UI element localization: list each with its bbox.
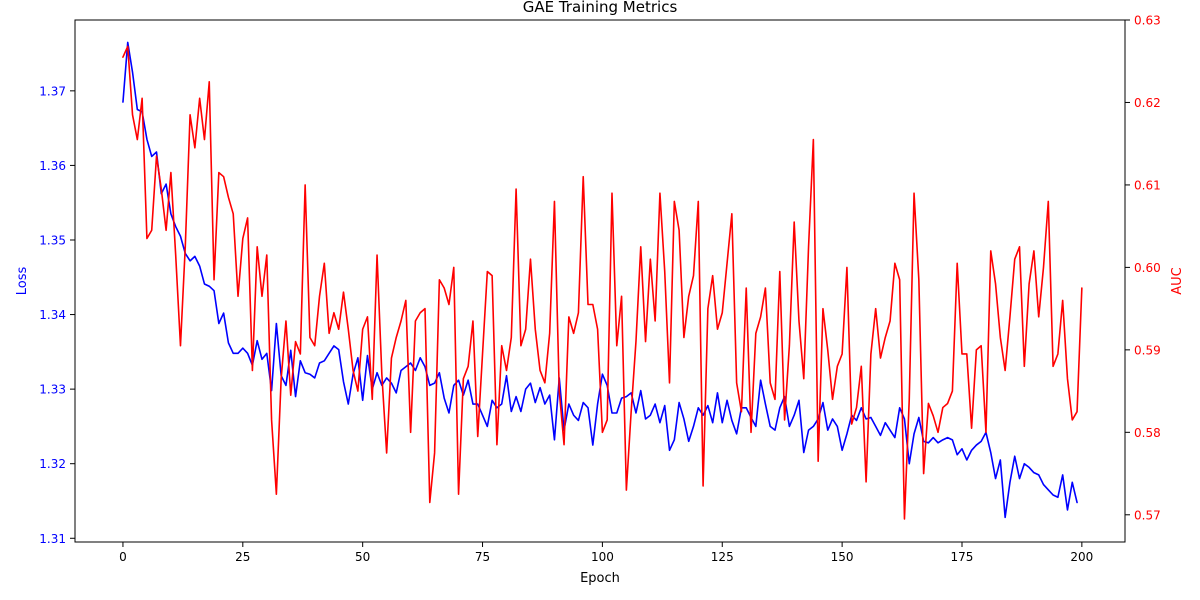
y-left-tick-label: 1.35 — [39, 233, 66, 247]
auc-series-line — [122, 45, 1083, 520]
x-tick-label: 200 — [1070, 550, 1093, 564]
x-tick-label: 125 — [711, 550, 734, 564]
y-right-tick-label: 0.59 — [1134, 343, 1161, 357]
x-tick-label: 100 — [591, 550, 614, 564]
chart-title: GAE Training Metrics — [523, 0, 678, 16]
y-right-tick-label: 0.57 — [1134, 508, 1161, 522]
y-axis-right-label: AUC — [1170, 267, 1185, 295]
x-tick-label: 75 — [475, 550, 490, 564]
y-right-tick-label: 0.58 — [1134, 426, 1161, 440]
plot-area — [74, 19, 1126, 543]
y-left-tick-label: 1.33 — [39, 383, 66, 397]
y-left-tick-label: 1.36 — [39, 159, 66, 173]
y-axis-left-label: Loss — [15, 267, 30, 296]
y-right-tick-label: 0.61 — [1134, 178, 1161, 192]
y-left-tick-label: 1.31 — [39, 532, 66, 546]
y-left-tick-label: 1.32 — [39, 457, 66, 471]
x-tick-label: 150 — [831, 550, 854, 564]
y-right-tick-label: 0.60 — [1134, 261, 1161, 275]
y-axis-right: 0.57 0.58 0.59 0.60 0.61 0.62 0.63 — [1125, 14, 1161, 522]
x-axis: 0 25 50 75 100 125 150 175 200 — [119, 542, 1093, 564]
y-left-tick-label: 1.37 — [39, 84, 66, 98]
y-axis-left: 1.31 1.32 1.33 1.34 1.35 1.36 1.37 — [39, 84, 75, 546]
y-left-tick-label: 1.34 — [39, 308, 66, 322]
y-right-tick-label: 0.62 — [1134, 96, 1161, 110]
y-right-tick-label: 0.63 — [1134, 14, 1161, 28]
plot-frame — [74, 19, 1126, 543]
x-tick-label: 50 — [355, 550, 370, 564]
x-tick-label: 25 — [235, 550, 250, 564]
x-axis-label: Epoch — [580, 571, 620, 586]
x-tick-label: 175 — [951, 550, 974, 564]
x-tick-label: 0 — [119, 550, 127, 564]
series-layer — [122, 41, 1083, 520]
